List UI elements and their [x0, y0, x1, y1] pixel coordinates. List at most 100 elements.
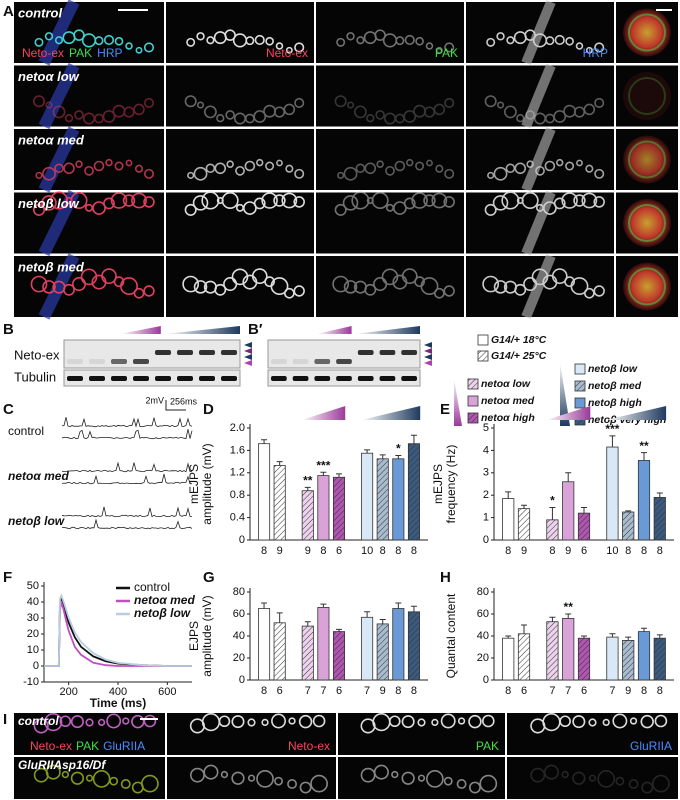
bouton	[486, 37, 496, 47]
y-tick-label: 10	[27, 644, 39, 656]
error-bar	[505, 491, 512, 499]
y-tick-label: 20	[477, 652, 489, 664]
x-axis-label: Time (ms)	[90, 696, 146, 710]
n-label: 6	[581, 685, 587, 697]
bouton	[97, 718, 106, 727]
bouton	[456, 779, 467, 789]
bouton	[366, 114, 375, 123]
error-bar	[261, 439, 268, 444]
nerve	[521, 127, 556, 192]
band	[111, 376, 127, 381]
y-tick-label: 1.6	[230, 444, 245, 456]
bouton	[101, 268, 117, 285]
legend-label: netoα med	[134, 593, 195, 607]
y-tick-label: 1.2	[230, 467, 245, 479]
bouton	[468, 781, 481, 794]
bouton	[629, 717, 638, 725]
bouton	[122, 717, 130, 725]
bouton	[221, 191, 239, 210]
bar	[361, 616, 374, 681]
arrowhead	[244, 348, 252, 354]
bouton	[583, 103, 596, 116]
n-label: 9	[625, 685, 631, 697]
n-label: 9	[277, 545, 283, 557]
n-label: 8	[625, 545, 631, 557]
bouton	[218, 715, 231, 728]
structure	[189, 712, 326, 734]
bouton	[45, 764, 61, 780]
bouton	[103, 197, 115, 210]
x-tick-label: 600	[158, 686, 176, 698]
n-label: 6	[336, 685, 342, 697]
micrograph	[316, 65, 464, 127]
bouton	[184, 203, 197, 216]
zoom-bouton	[623, 262, 671, 311]
bar	[622, 511, 635, 541]
bar	[301, 625, 314, 681]
bouton	[505, 163, 516, 174]
bouton	[80, 268, 98, 286]
gradient-wedge	[316, 326, 352, 334]
gradient-wedge	[301, 406, 346, 420]
bouton	[143, 42, 155, 53]
legend-label: netoβ high	[588, 397, 642, 409]
micrograph	[338, 757, 505, 799]
legend-label: netoα med	[481, 395, 535, 407]
band	[89, 359, 105, 364]
bouton	[588, 774, 597, 782]
bouton	[401, 771, 415, 785]
bouton	[247, 718, 256, 727]
bouton	[131, 192, 147, 209]
bouton	[120, 779, 131, 789]
significance: ***	[316, 458, 330, 472]
bouton	[310, 774, 328, 793]
bouton	[93, 160, 105, 172]
bouton	[479, 774, 498, 793]
bouton	[652, 774, 670, 793]
bouton	[273, 106, 286, 118]
legend-label: netoβ med	[588, 380, 642, 392]
bouton	[196, 101, 205, 109]
gradient-wedge	[120, 326, 161, 334]
bouton	[417, 774, 426, 782]
bouton	[122, 194, 136, 207]
bouton	[444, 97, 455, 108]
bouton	[61, 770, 70, 779]
band	[379, 350, 396, 355]
bar	[546, 519, 559, 541]
bouton	[394, 113, 405, 124]
bouton	[193, 280, 208, 294]
bouton	[125, 159, 133, 167]
legend-swatch	[574, 397, 586, 409]
n-label: 7	[549, 685, 555, 697]
bouton	[274, 776, 283, 786]
bouton	[256, 770, 274, 788]
bouton	[32, 203, 46, 216]
bouton	[572, 771, 586, 785]
band	[177, 376, 193, 381]
bouton	[521, 191, 539, 210]
significance: **	[564, 600, 574, 614]
bouton	[63, 283, 75, 296]
nerve	[38, 62, 80, 130]
zoom-bouton	[623, 199, 671, 247]
bouton	[30, 275, 48, 293]
channel-label: GluRIIA	[630, 739, 672, 753]
error-bar	[625, 510, 632, 512]
band	[271, 376, 287, 381]
bouton	[244, 113, 255, 124]
channel-label: HRP	[97, 46, 122, 60]
band	[314, 376, 331, 381]
n-label: 8	[411, 685, 417, 697]
bouton	[414, 276, 425, 288]
bouton	[371, 191, 389, 210]
bar	[332, 631, 346, 681]
bar	[502, 498, 515, 541]
n-label: 9	[380, 685, 386, 697]
bouton	[251, 268, 268, 285]
bouton	[554, 34, 565, 46]
legend-swatch	[467, 395, 479, 407]
structure	[33, 712, 157, 734]
bar	[606, 636, 619, 681]
legend-swatch	[477, 350, 489, 362]
